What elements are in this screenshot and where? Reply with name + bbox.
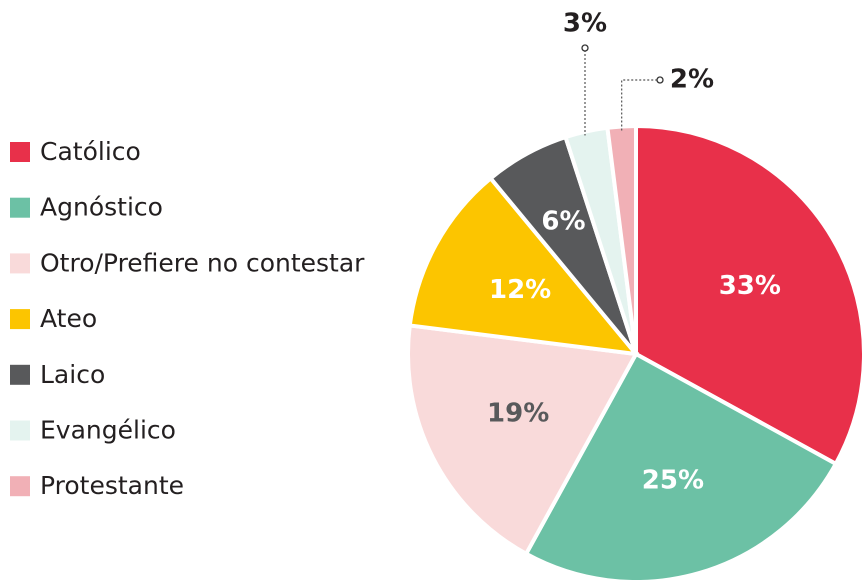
pie-slice — [406, 323, 640, 557]
leader-dot — [656, 76, 664, 84]
value-label: 3% — [563, 9, 607, 39]
value-label: 6% — [541, 207, 585, 237]
leader-dot — [581, 44, 589, 52]
value-label: 12% — [489, 275, 551, 305]
legend-label: Protestante — [40, 471, 184, 500]
pie-slice — [407, 175, 641, 357]
legend-swatch — [10, 142, 30, 162]
pie-slice — [634, 123, 863, 467]
legend-label: Ateo — [40, 304, 97, 333]
pie-slice — [523, 351, 839, 580]
legend-label: Laico — [40, 360, 105, 389]
legend-swatch — [10, 197, 30, 218]
value-label: 19% — [487, 399, 549, 429]
pie-slice — [605, 123, 638, 355]
value-label: 2% — [670, 65, 714, 95]
legend-swatch — [10, 253, 30, 274]
value-label: 25% — [642, 465, 704, 495]
legend-label: Agnóstico — [40, 193, 163, 222]
legend-swatch — [10, 309, 30, 330]
legend-label: Evangélico — [40, 416, 176, 445]
legend-swatch — [10, 364, 30, 385]
legend-swatch — [10, 420, 30, 441]
legend-swatch — [10, 476, 30, 497]
legend-label: Otro/Prefiere no contestar — [40, 248, 365, 277]
legend-label: Católico — [40, 137, 141, 166]
value-label: 33% — [719, 271, 781, 301]
leader-line — [621, 79, 658, 131]
